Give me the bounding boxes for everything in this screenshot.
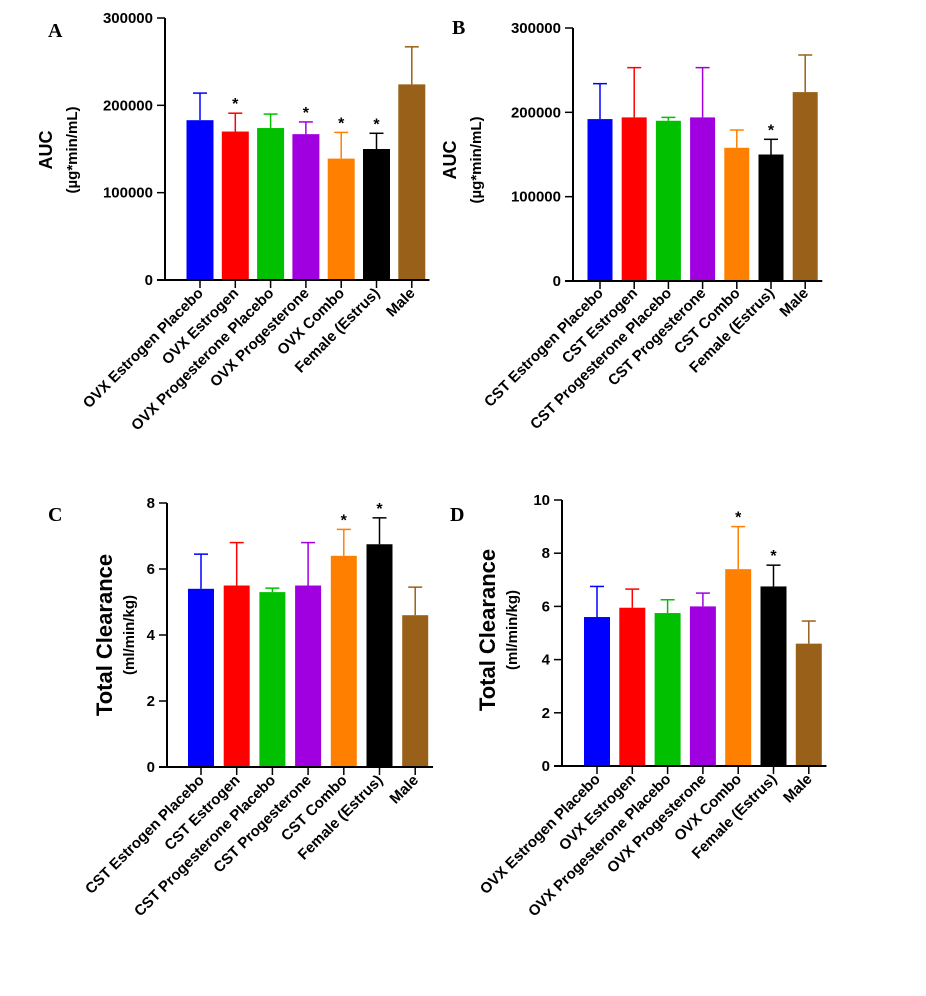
bar-5: [725, 569, 752, 766]
significance-marker-5: *: [341, 512, 348, 529]
significance-marker-6: *: [768, 122, 775, 139]
y-tick-label-2: 4: [147, 627, 156, 644]
y-tick-label-3: 6: [147, 561, 155, 578]
y-tick-label-0: 0: [553, 273, 561, 290]
bar-7: [402, 615, 429, 767]
bar-5: [330, 555, 357, 767]
x-tick-label-3: OVX Progesterone Placebo: [128, 285, 277, 434]
panel-letter-c: C: [48, 504, 62, 526]
y-tick-label-3: 300000: [103, 10, 153, 27]
panel-letter-d: D: [450, 504, 464, 526]
x-tick-label-7: Male: [780, 771, 816, 807]
x-tick-label-7: Male: [383, 285, 419, 321]
y-tick-label-5: 10: [533, 492, 550, 509]
significance-marker-2: *: [232, 96, 239, 113]
x-tick-label-7: Male: [386, 772, 422, 808]
bar-6: [363, 149, 390, 280]
significance-marker-5: *: [735, 510, 742, 527]
y-tick-label-1: 100000: [103, 185, 153, 202]
bar-4: [295, 585, 322, 767]
y-tick-label-0: 0: [147, 759, 155, 776]
y-tick-label-4: 8: [542, 545, 550, 562]
bar-5: [724, 147, 750, 281]
bar-2: [223, 585, 250, 767]
significance-marker-4: *: [303, 105, 310, 122]
bar-6: [758, 154, 784, 281]
bar-3: [655, 120, 681, 282]
y-tick-label-3: 6: [542, 598, 550, 615]
bar-4: [690, 117, 716, 281]
y-tick-label-2: 200000: [511, 104, 561, 121]
bar-3: [257, 128, 285, 280]
bar-3: [259, 592, 286, 767]
x-tick-label-3: CST Progesterone Placebo: [527, 285, 675, 433]
y-tick-label-1: 2: [147, 693, 155, 710]
bar-6: [366, 544, 393, 767]
bar-1: [188, 588, 214, 767]
y-axis-label: Total Clearance: [92, 554, 117, 716]
bar-7: [792, 92, 818, 282]
bar-6: [760, 586, 787, 766]
bar-3: [654, 613, 681, 766]
bar-4: [292, 134, 320, 280]
bar-2: [619, 607, 646, 766]
bar-2: [221, 131, 249, 280]
y-tick-label-2: 200000: [103, 97, 153, 114]
bar-4: [689, 606, 716, 766]
y-tick-label-2: 4: [542, 652, 551, 669]
panel-d: D Total Clearance (ml/min/kg) * * 0 2 4 6 8 10 OVX …: [450, 492, 827, 920]
panel-letter-b: B: [452, 17, 465, 39]
y-tick-label-0: 0: [145, 272, 153, 289]
panel-letter-a: A: [48, 20, 63, 42]
y-axis-unit-label: (µg*min/mL): [468, 117, 485, 204]
y-tick-label-1: 100000: [511, 189, 561, 206]
bar-1: [587, 119, 613, 281]
y-axis-unit-label: (µg*min/mL): [64, 107, 81, 194]
y-tick-label-3: 300000: [511, 20, 561, 37]
y-tick-label-0: 0: [542, 758, 550, 775]
x-tick-label-3: CST Progesterone Placebo: [131, 772, 279, 920]
significance-marker-5: *: [338, 115, 345, 132]
bar-7: [398, 84, 426, 280]
panel-a: A AUC (µg*min/mL) * * * * 0 100000 200000 300000 OV…: [36, 10, 430, 434]
y-axis-unit-label: (ml/min/kg): [504, 590, 521, 670]
significance-marker-6: *: [770, 548, 777, 565]
bar-2: [621, 117, 647, 281]
y-axis-label: AUC: [440, 141, 460, 180]
bar-1: [584, 617, 610, 766]
significance-marker-6: *: [373, 116, 380, 133]
y-tick-label-4: 8: [147, 495, 155, 512]
y-tick-label-1: 2: [542, 705, 550, 722]
y-axis-unit-label: (ml/min/kg): [121, 595, 138, 675]
x-tick-label-7: Male: [776, 285, 812, 321]
y-axis-label: Total Clearance: [475, 549, 500, 711]
bar-7: [795, 643, 822, 766]
y-axis-label: AUC: [36, 131, 56, 170]
x-tick-label-3: OVX Progesterone Placebo: [525, 771, 674, 920]
bar-1: [186, 120, 214, 281]
significance-marker-6: *: [376, 501, 383, 518]
bar-5: [327, 158, 355, 280]
